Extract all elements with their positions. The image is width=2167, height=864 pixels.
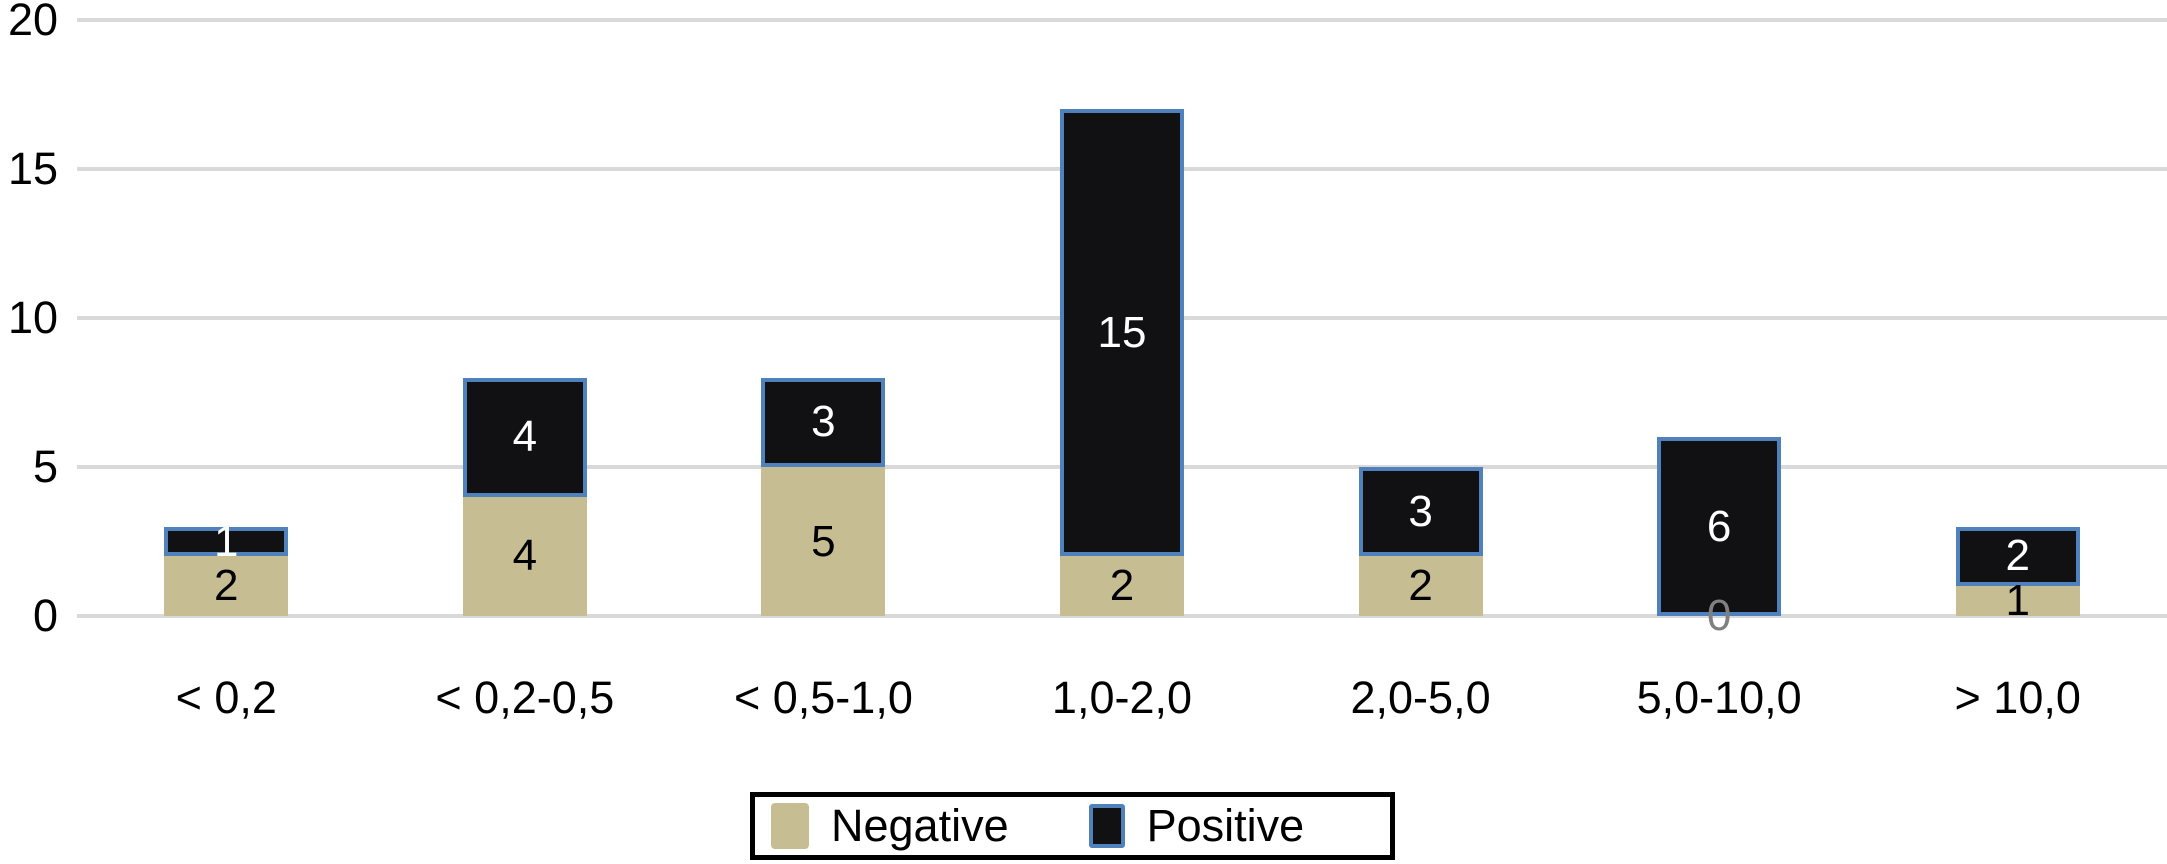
bar-value-label: 4	[512, 412, 538, 462]
legend-item-negative: Negative	[771, 800, 1009, 852]
bar-value-label: 3	[1408, 486, 1433, 536]
legend-label: Negative	[831, 800, 1009, 851]
y-axis-tick-label: 10	[7, 292, 58, 343]
bar-value-label: 2	[2005, 531, 2030, 581]
bar-segment-positive	[164, 526, 289, 557]
bar-segment-negative	[164, 556, 289, 616]
bar-value-label: 2	[1109, 561, 1135, 611]
bar-segment-negative	[462, 496, 587, 616]
y-axis-tick-label: 0	[32, 590, 58, 641]
bar-segment-negative	[1358, 556, 1483, 616]
bar-segment-positive	[462, 377, 587, 497]
bar-value-label: 15	[1097, 307, 1147, 357]
bar-value-label: 3	[811, 397, 836, 447]
y-axis-tick-label: 15	[7, 143, 58, 194]
bar-value-label: 1	[2005, 576, 2030, 626]
x-axis-category-label: 5,0-10,0	[1636, 672, 1802, 723]
y-axis-tick-label: 20	[7, 0, 58, 45]
x-axis-category-label: < 0,5-1,0	[733, 672, 913, 723]
gridline-y-0	[77, 614, 2167, 618]
legend-swatch-positive	[1088, 804, 1125, 848]
bar-value-label: 2	[1408, 561, 1433, 611]
x-axis-category-label: < 0,2	[175, 672, 277, 723]
bar-value-label: 4	[512, 531, 538, 581]
legend: Negative Positive	[750, 792, 1395, 860]
bar-value-label: 0	[1706, 591, 1732, 640]
x-axis-category-label: 1,0-2,0	[1051, 672, 1193, 723]
bar-segment-negative	[1060, 556, 1184, 616]
legend-label: Positive	[1146, 800, 1305, 851]
x-axis-category-label: > 10,0	[1954, 672, 2081, 723]
bar-segment-positive	[1060, 109, 1184, 557]
bar-segment-negative	[761, 467, 886, 616]
x-axis-category-label: 2,0-5,0	[1350, 672, 1491, 723]
bar-segment-positive	[1955, 526, 2080, 587]
legend-swatch-negative	[771, 803, 809, 849]
bar-segment-positive	[1657, 437, 1782, 616]
bar-segment-positive	[1358, 467, 1483, 557]
bar-value-label: 6	[1706, 501, 1732, 551]
bar-segment-negative	[1955, 586, 2080, 616]
x-axis-category-label: < 0,2-0,5	[435, 672, 615, 723]
y-axis-tick-label: 5	[32, 441, 58, 492]
bar-value-label: 1	[214, 516, 239, 566]
bar-segment-positive	[761, 377, 886, 467]
legend-item-positive: Positive	[1088, 800, 1305, 852]
bar-value-label: 5	[811, 516, 836, 566]
gridline-y-20	[77, 18, 2167, 22]
bar-value-label: 2	[214, 561, 239, 611]
